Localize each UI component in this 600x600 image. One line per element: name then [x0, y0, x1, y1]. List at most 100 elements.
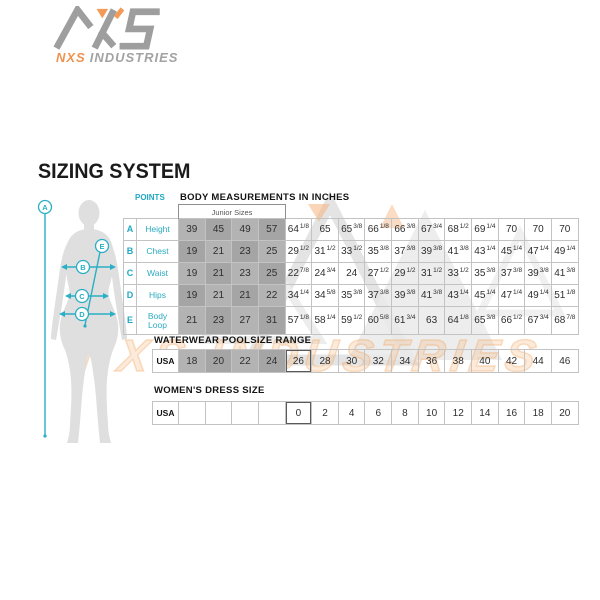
measurement-cell: 60 5/8 [365, 307, 393, 335]
poolsize-cell: 42 [498, 350, 526, 373]
measurement-cell: 35 3/8 [365, 241, 393, 263]
measurement-cell: 39 3/8 [525, 263, 552, 285]
measurement-line-ends [43, 264, 116, 438]
measurement-cell: 59 1/2 [338, 307, 366, 335]
point-b-marker: B [80, 263, 86, 272]
point-letter: C [124, 263, 137, 285]
measurement-cell: 41 3/8 [445, 241, 473, 263]
measurement-cell: 65 [312, 219, 339, 241]
point-letter: E [124, 307, 137, 335]
measurement-cell: 45 1/4 [472, 285, 499, 307]
measurement-cell: 23 [232, 263, 259, 285]
dress-size-cell: 0 [285, 402, 313, 425]
poolsize-cell: 46 [551, 350, 579, 373]
dress-size-table: USA 0 2 4 6 8 10 12 14 16 18 20 [152, 401, 579, 425]
measurement-cell: 21 [205, 285, 233, 307]
measurement-cell: 41 3/8 [551, 263, 579, 285]
brand-name: NXS [56, 50, 86, 65]
dress-size-cell: 6 [365, 402, 393, 425]
measurement-cell: 43 1/4 [445, 285, 473, 307]
measurement-cell: 34 5/8 [312, 285, 339, 307]
measurement-cell: 65 3/8 [338, 219, 366, 241]
measurement-cell: 47 1/4 [498, 285, 526, 307]
dress-size-cell: 16 [498, 402, 526, 425]
measurement-cell: 45 [205, 219, 233, 241]
dress-size-cell: 4 [338, 402, 366, 425]
measurement-cell: 29 1/2 [285, 241, 313, 263]
measurement-cell: 47 1/4 [525, 241, 552, 263]
measurement-cell: 39 [179, 219, 206, 241]
body-measurement-figure: A B C D E [37, 199, 127, 443]
point-label: Waist [137, 263, 179, 285]
measurement-cell: 33 1/2 [445, 263, 473, 285]
measurement-cell: 39 3/8 [392, 285, 419, 307]
point-letter: B [124, 241, 137, 263]
measurement-cell: 35 3/8 [472, 263, 499, 285]
point-letter: D [124, 285, 137, 307]
region-label: USA [153, 350, 179, 373]
dress-size-cell: 12 [445, 402, 473, 425]
measurement-cell: 51 1/8 [551, 285, 579, 307]
measurement-cell: 27 [232, 307, 259, 335]
measurement-cell: 68 1/2 [445, 219, 473, 241]
point-a-marker: A [42, 203, 48, 212]
measurement-cell: 57 [258, 219, 286, 241]
point-d-marker: D [79, 310, 85, 319]
measurement-cell: 37 3/8 [365, 285, 393, 307]
measurement-cell: 70 [498, 219, 526, 241]
measurement-cell: 61 3/4 [392, 307, 419, 335]
measurement-cell: 21 [205, 241, 233, 263]
poolsize-cell: 32 [365, 350, 393, 373]
point-label: Height [137, 219, 179, 241]
measurement-cell: 68 7/8 [551, 307, 579, 335]
measurement-cell: 67 3/4 [525, 307, 552, 335]
measurement-cell: 58 1/4 [312, 307, 339, 335]
poolsize-cell: 26 [285, 350, 313, 373]
poolsize-cell: 30 [338, 350, 366, 373]
brand-logo: NXS INDUSTRIES [52, 3, 182, 68]
measurement-cell: 45 1/4 [498, 241, 526, 263]
measurement-cell: 49 1/4 [551, 241, 579, 263]
point-e-marker: E [99, 242, 104, 251]
poolsize-cell: 20 [205, 350, 233, 373]
measurement-cell: 23 [232, 241, 259, 263]
poolsize-cell: 36 [418, 350, 446, 373]
measurement-cell: 31 1/2 [418, 263, 446, 285]
measurement-cell: 31 [258, 307, 286, 335]
measurement-cell: 49 [232, 219, 259, 241]
measurement-cell: 19 [179, 263, 206, 285]
measurement-cell: 64 1/8 [285, 219, 313, 241]
measurement-cell: 31 1/2 [312, 241, 339, 263]
measurement-cell: 22 [258, 285, 286, 307]
poolsize-cell: 28 [312, 350, 339, 373]
point-label: Body Loop [137, 307, 179, 335]
measurement-cell: 57 1/8 [285, 307, 313, 335]
dress-size-cell: 10 [418, 402, 446, 425]
nxs-logo-mark [53, 3, 160, 50]
measurement-cell: 25 [258, 241, 286, 263]
measurement-cell: 27 1/2 [365, 263, 393, 285]
measurement-cell: 39 3/8 [418, 241, 446, 263]
measurements-table-title: BODY MEASUREMENTS IN INCHES [180, 192, 350, 203]
junior-sizes-label: Junior Sizes [211, 207, 253, 217]
measurement-cell: 21 [179, 307, 206, 335]
body-measurements-table: A Height 39 45 49 57 64 1/8 65 65 3/8 66 1/8 66 … [123, 218, 579, 335]
measurement-cell: 19 [179, 241, 206, 263]
poolsize-cell: 34 [392, 350, 419, 373]
measurement-cell: 49 1/4 [525, 285, 552, 307]
measurement-cell: 43 1/4 [472, 241, 499, 263]
measurement-cell: 66 1/2 [498, 307, 526, 335]
measurement-cell: 37 3/8 [392, 241, 419, 263]
measurement-cell: 21 [232, 285, 259, 307]
dress-table-title: WOMEN'S DRESS SIZE [154, 385, 265, 396]
measurement-cell: 37 3/8 [498, 263, 526, 285]
point-label: Hips [137, 285, 179, 307]
waterwear-size-table: USA 18 20 22 24 26 28 30 32 34 36 38 40 42 44 46 [152, 349, 579, 373]
measurement-cell: 34 1/4 [285, 285, 313, 307]
points-column-label: POINTS [135, 193, 165, 202]
measurement-cell: 41 3/8 [418, 285, 446, 307]
point-label: Chest [137, 241, 179, 263]
poolsize-cell: 38 [445, 350, 473, 373]
poolsize-cell: 24 [258, 350, 286, 373]
measurement-cell: 24 [338, 263, 366, 285]
